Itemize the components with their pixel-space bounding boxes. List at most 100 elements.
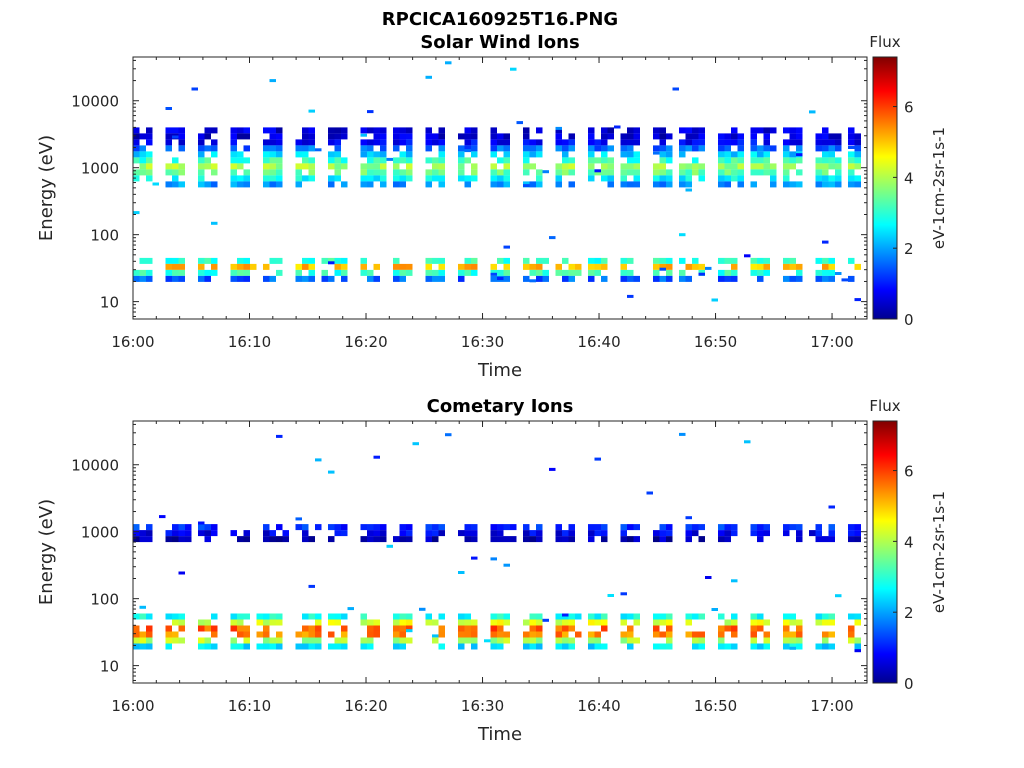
spectrogram-cell bbox=[568, 145, 575, 152]
spectrogram-cell bbox=[464, 181, 471, 188]
x-axis: 16:00 16:10 16:20 16:30 16:40 16:50 17:00 bbox=[111, 421, 856, 715]
spectrogram-cell bbox=[178, 133, 185, 140]
spectrogram-cell bbox=[796, 181, 803, 188]
spectrogram-cell bbox=[718, 625, 725, 632]
spectrogram-cell bbox=[263, 619, 270, 626]
spectrogram-cell bbox=[542, 618, 549, 622]
spectrogram-cell bbox=[341, 269, 348, 276]
spectrogram-cell bbox=[432, 524, 439, 531]
spectrogram-cell bbox=[763, 524, 770, 531]
spectrogram-cell bbox=[679, 127, 686, 134]
spectrogram-cell bbox=[269, 536, 276, 543]
spectrogram-cell bbox=[822, 169, 829, 176]
spectrogram-cell bbox=[432, 163, 439, 170]
spectrogram-cell bbox=[373, 263, 380, 270]
spectrogram-cell bbox=[165, 530, 172, 537]
spectrogram-cell bbox=[341, 613, 348, 620]
spectrogram-cell bbox=[302, 175, 309, 182]
spectrogram-cell bbox=[828, 505, 835, 509]
spectrogram-cell bbox=[503, 163, 510, 170]
spectrogram-cell bbox=[653, 257, 660, 264]
spectrogram-cell bbox=[165, 275, 172, 282]
spectrogram-cell bbox=[828, 631, 835, 638]
spectrogram-cell bbox=[146, 631, 153, 638]
spectrogram-cell bbox=[373, 619, 380, 626]
spectrogram-cell bbox=[783, 181, 790, 188]
spectrogram-cell bbox=[334, 175, 341, 182]
spectrogram-cell bbox=[588, 175, 595, 182]
spectrogram-cell bbox=[464, 613, 471, 620]
spectrogram-cell bbox=[536, 643, 543, 650]
spectrogram-cell bbox=[724, 133, 731, 140]
spectrogram-cell bbox=[848, 151, 855, 158]
spectrogram-cell bbox=[698, 643, 705, 650]
spectrogram-cell bbox=[607, 169, 614, 176]
spectrogram-cell bbox=[321, 257, 328, 264]
spectrogram-cell bbox=[308, 169, 315, 176]
spectrogram-cell bbox=[822, 139, 829, 146]
spectrogram-cell bbox=[334, 619, 341, 626]
spectrogram-cell bbox=[438, 275, 445, 282]
spectrogram-cell bbox=[633, 133, 640, 140]
spectrogram-cell bbox=[523, 643, 530, 650]
spectrogram-cell bbox=[438, 181, 445, 188]
spectrogram-cell bbox=[588, 536, 595, 543]
spectrogram-cell bbox=[308, 269, 315, 276]
spectrogram-cell bbox=[438, 631, 445, 638]
spectrogram-cell bbox=[237, 643, 244, 650]
spectrogram-cell bbox=[523, 151, 530, 158]
spectrogram-cell bbox=[822, 145, 829, 152]
spectrogram-cell bbox=[737, 145, 744, 152]
spectrogram-cell bbox=[562, 169, 569, 176]
spectrogram-cell bbox=[685, 163, 692, 170]
spectrogram-cell bbox=[536, 625, 543, 632]
spectrogram-cell bbox=[139, 269, 146, 276]
spectrogram-cell bbox=[133, 269, 140, 276]
spectrogram-cell bbox=[731, 619, 738, 626]
spectrogram-cell bbox=[679, 181, 686, 188]
spectrogram-cell bbox=[653, 175, 660, 182]
spectrogram-cell bbox=[341, 257, 348, 264]
spectrogram-cell bbox=[133, 133, 140, 140]
spectrogram-cell bbox=[308, 127, 315, 134]
spectrogram-cell bbox=[172, 127, 179, 134]
spectrogram-cell bbox=[503, 157, 510, 164]
spectrogram-cell bbox=[237, 625, 244, 632]
spectrogram-cell bbox=[653, 163, 660, 170]
spectrogram-cell bbox=[471, 556, 478, 560]
spectrogram-cell bbox=[497, 631, 504, 638]
spectrogram-cell bbox=[399, 631, 406, 638]
spectrogram-cell bbox=[360, 181, 367, 188]
spectrogram-cell bbox=[757, 269, 764, 276]
spectrogram-cell bbox=[198, 275, 205, 282]
spectrogram-cell bbox=[614, 125, 621, 129]
spectrogram-cell bbox=[633, 151, 640, 158]
spectrogram-cell bbox=[698, 613, 705, 620]
spectrogram-cell bbox=[763, 151, 770, 158]
spectrogram-cell bbox=[269, 181, 276, 188]
spectrogram-cell bbox=[848, 625, 855, 632]
spectrogram-cell bbox=[237, 127, 244, 134]
spectrogram-cell bbox=[341, 127, 348, 134]
spectrogram-cell bbox=[588, 524, 595, 531]
y-axis: 10 100 1000 10000 bbox=[71, 423, 867, 681]
spectrogram-cell bbox=[172, 257, 179, 264]
spectrogram-cell bbox=[594, 524, 601, 531]
spectrogram-cell bbox=[627, 139, 634, 146]
spectrogram-cell bbox=[588, 257, 595, 264]
spectrogram-cell bbox=[523, 275, 530, 282]
spectrogram-cell bbox=[263, 145, 270, 152]
spectrogram-cell bbox=[510, 524, 517, 531]
spectrogram-cell bbox=[555, 139, 562, 146]
spectrogram-cell bbox=[692, 133, 699, 140]
spectrogram-cell bbox=[724, 175, 731, 182]
spectrogram-cell bbox=[198, 619, 205, 626]
spectrogram-cell bbox=[815, 275, 822, 282]
spectrogram-cell bbox=[633, 536, 640, 543]
spectrogram-cell bbox=[302, 536, 309, 543]
spectrogram-cell bbox=[211, 524, 218, 531]
spectrogram-cell bbox=[373, 151, 380, 158]
spectrogram-cell bbox=[341, 133, 348, 140]
spectrogram-cell bbox=[178, 139, 185, 146]
spectrogram-cell bbox=[308, 625, 315, 632]
